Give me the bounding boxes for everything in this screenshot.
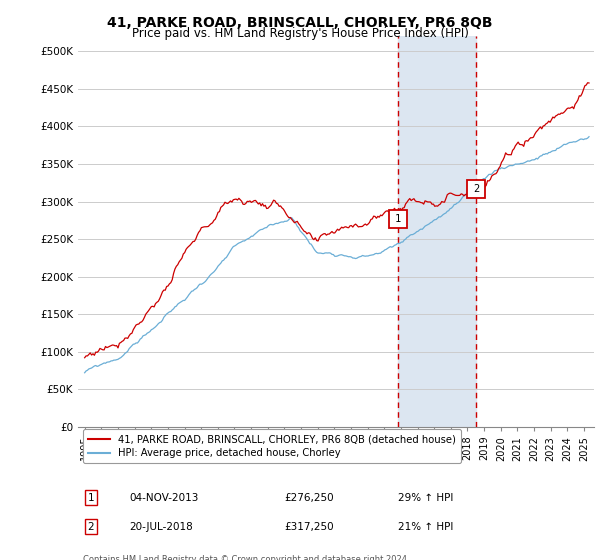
Text: 1: 1 (88, 493, 94, 502)
Text: 2: 2 (473, 184, 479, 194)
Text: 20-JUL-2018: 20-JUL-2018 (130, 522, 193, 532)
Bar (398, 36, 476, 427)
Text: £276,250: £276,250 (284, 493, 334, 502)
Text: 21% ↑ HPI: 21% ↑ HPI (398, 522, 453, 532)
Text: 04-NOV-2013: 04-NOV-2013 (130, 493, 199, 502)
Text: 1: 1 (395, 214, 401, 225)
Legend: 41, PARKE ROAD, BRINSCALL, CHORLEY, PR6 8QB (detached house), HPI: Average price: 41, PARKE ROAD, BRINSCALL, CHORLEY, PR6 … (83, 430, 461, 463)
Text: Contains HM Land Registry data © Crown copyright and database right 2024.
This d: Contains HM Land Registry data © Crown c… (83, 555, 410, 560)
Text: 41, PARKE ROAD, BRINSCALL, CHORLEY, PR6 8QB: 41, PARKE ROAD, BRINSCALL, CHORLEY, PR6 … (107, 16, 493, 30)
Text: 29% ↑ HPI: 29% ↑ HPI (398, 493, 453, 502)
Text: £317,250: £317,250 (284, 522, 334, 532)
Text: Price paid vs. HM Land Registry's House Price Index (HPI): Price paid vs. HM Land Registry's House … (131, 27, 469, 40)
Text: 2: 2 (88, 522, 94, 532)
